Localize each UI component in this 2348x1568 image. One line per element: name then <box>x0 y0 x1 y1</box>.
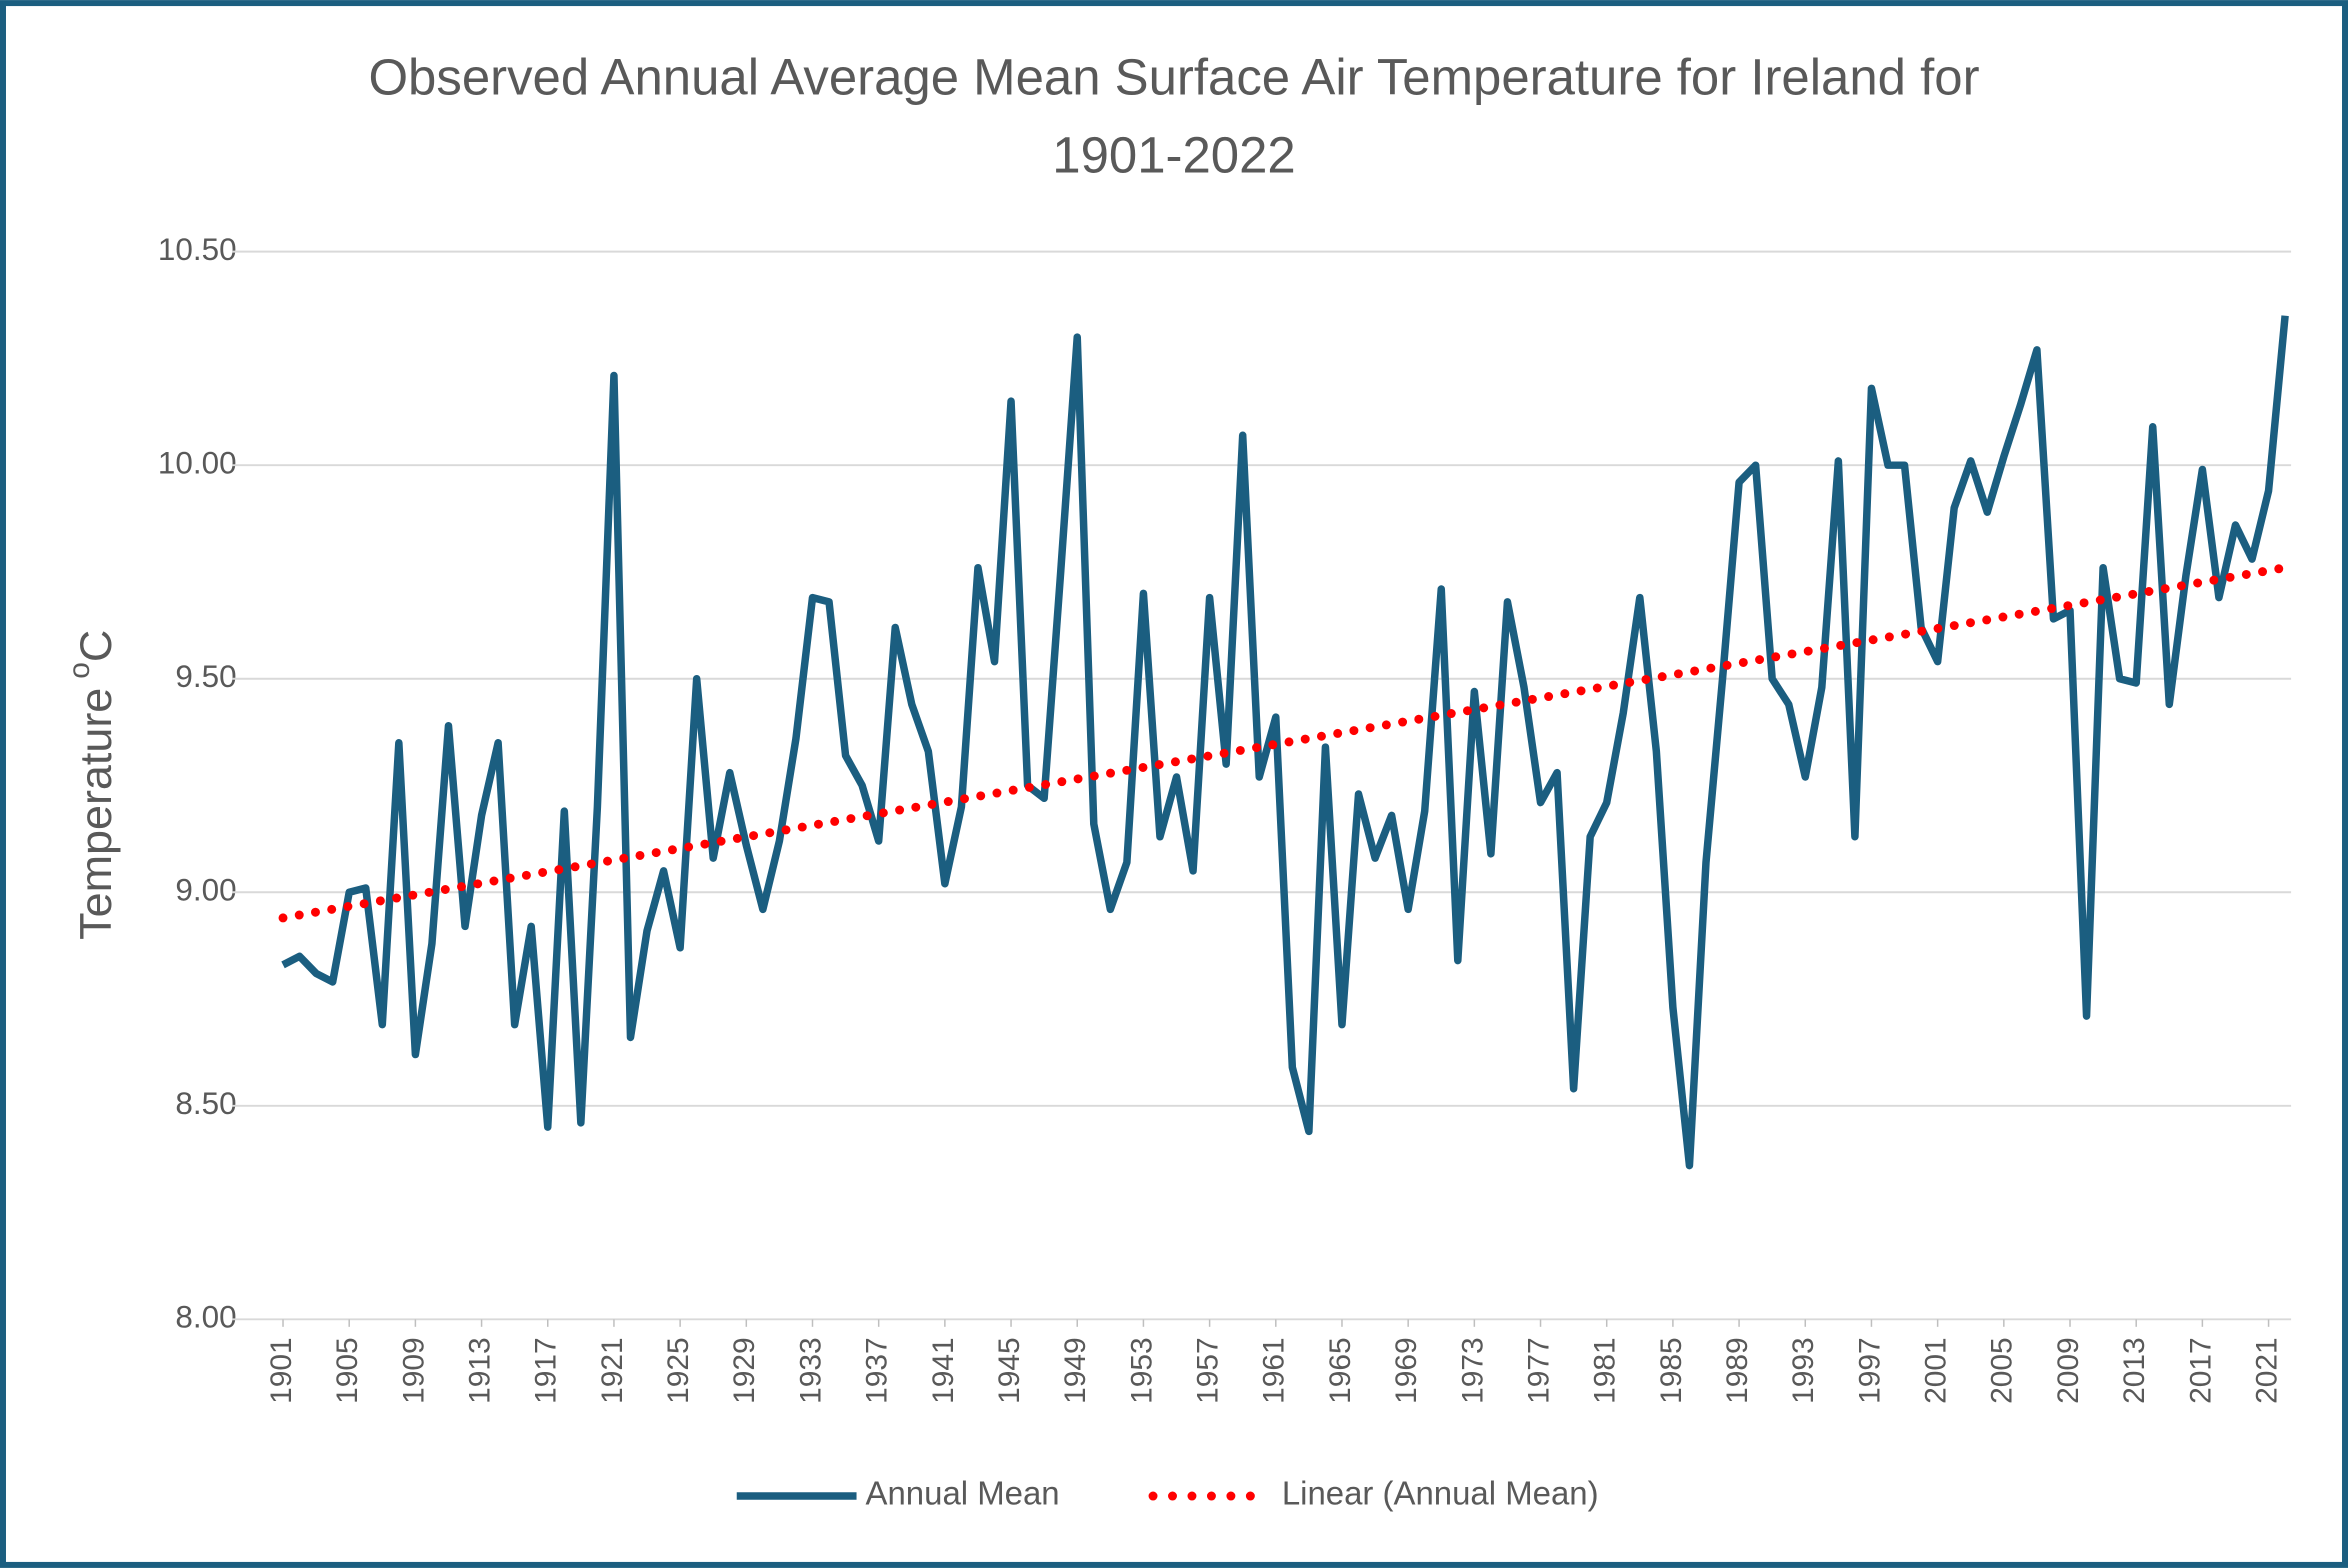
x-tick-label: 1917 <box>530 1337 563 1404</box>
y-tick-label: 8.00 <box>175 1300 236 1335</box>
x-tick-label: 1977 <box>1522 1337 1555 1404</box>
x-tick-label: 1989 <box>1721 1337 1754 1404</box>
trend-line <box>278 563 2290 923</box>
x-tick-label: 1925 <box>662 1337 695 1404</box>
legend-label: Linear (Annual Mean) <box>1282 1475 1599 1512</box>
x-tick-label: 1929 <box>728 1337 761 1404</box>
x-tick-label: 1965 <box>1324 1337 1357 1404</box>
x-tick-label: 2005 <box>1986 1337 2019 1404</box>
y-axis-label-superscript: o <box>63 662 96 679</box>
x-tick-label: 1993 <box>1787 1337 1820 1404</box>
x-tick-label: 2017 <box>2184 1337 2217 1404</box>
x-tick-label: 1901 <box>265 1337 298 1404</box>
data-line <box>281 315 2289 1170</box>
x-tick-label: 1985 <box>1655 1337 1688 1404</box>
y-tick-label: 10.50 <box>158 232 237 267</box>
x-tick-label: 1909 <box>397 1337 430 1404</box>
x-tick-label: 1997 <box>1853 1337 1886 1404</box>
y-tick-label: 10.00 <box>158 446 237 481</box>
legend-label: Annual Mean <box>866 1475 1060 1512</box>
x-tick-label: 2001 <box>1920 1337 1953 1404</box>
x-tick-label: 1905 <box>331 1337 364 1404</box>
x-tick-label: 1961 <box>1258 1337 1291 1404</box>
x-tick-label: 1953 <box>1125 1337 1158 1404</box>
y-axis-label-text: Temperature <box>70 688 121 940</box>
x-tick-label: 1949 <box>1059 1337 1092 1404</box>
x-tick-label: 1981 <box>1589 1337 1622 1404</box>
x-tick-label: 1913 <box>463 1337 496 1404</box>
x-tick-label: 1933 <box>794 1337 827 1404</box>
x-tick-label: 1941 <box>927 1337 960 1404</box>
x-tick-label: 1973 <box>1456 1337 1489 1404</box>
y-axis-label: Temperature oC <box>63 630 121 940</box>
x-tick-label: 1969 <box>1390 1337 1423 1404</box>
y-axis-label-unit: C <box>70 630 121 662</box>
x-tick-label: 2021 <box>2250 1337 2283 1404</box>
chart-title: 1901-2022 <box>1052 126 1295 183</box>
x-tick-label: 2009 <box>2052 1337 2085 1404</box>
x-tick-label: 1957 <box>1192 1337 1225 1404</box>
x-tick-label: 2013 <box>2118 1337 2151 1404</box>
x-tick-label: 1937 <box>861 1337 894 1404</box>
x-tick-label: 1921 <box>596 1337 629 1404</box>
y-tick-label: 8.50 <box>175 1086 236 1121</box>
y-tick-label: 9.00 <box>175 873 236 908</box>
chart-title: Observed Annual Average Mean Surface Air… <box>368 48 1979 105</box>
y-tick-label: 9.50 <box>175 659 236 694</box>
x-tick-label: 1945 <box>993 1337 1026 1404</box>
